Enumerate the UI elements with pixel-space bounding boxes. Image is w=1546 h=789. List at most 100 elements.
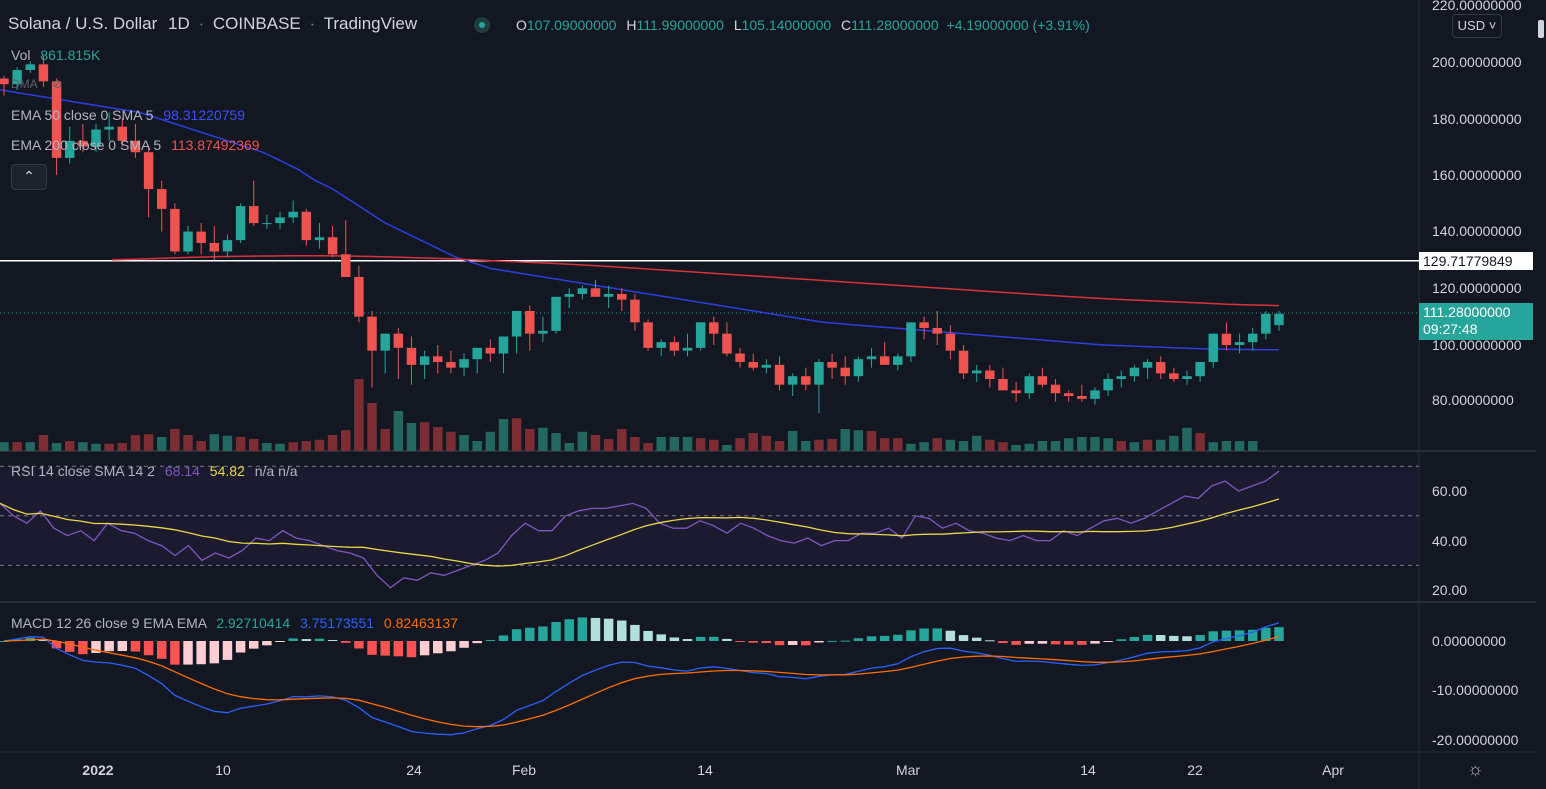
macd-histogram-bar xyxy=(998,641,1008,644)
macd-histogram-bar xyxy=(932,628,942,641)
volume-bar xyxy=(12,442,22,451)
macd-histogram-bar xyxy=(879,635,890,641)
macd-histogram-bar xyxy=(971,637,982,641)
ema50-legend[interactable]: EMA 50 close 0 SMA 5 98.31220759 xyxy=(11,107,246,123)
volume-bar xyxy=(906,443,916,451)
candle-body xyxy=(682,347,693,351)
macd-histogram-bar xyxy=(170,641,180,665)
volume-value: 861.815K xyxy=(40,47,101,63)
interval-label[interactable]: 1D xyxy=(168,14,190,33)
last-price-tag: 111.28000000 09:27:48 xyxy=(1419,303,1533,340)
macd-label-neg10: -10.00000000 xyxy=(1432,682,1519,698)
volume-legend[interactable]: Vol 861.815K xyxy=(11,47,101,63)
candle-body xyxy=(341,254,351,277)
vertical-scroll-handle[interactable] xyxy=(1538,20,1544,38)
macd-histogram-bar xyxy=(735,641,745,642)
candle-body xyxy=(971,370,982,374)
volume-bar xyxy=(761,435,772,451)
macd-histogram-bar xyxy=(183,641,193,665)
volume-bar xyxy=(538,427,548,451)
volume-bar xyxy=(209,434,220,451)
candle-body xyxy=(945,333,956,351)
volume-bar xyxy=(525,429,535,451)
candle-body xyxy=(183,231,193,252)
dma-legend[interactable]: DMA ⊘ xyxy=(11,77,63,91)
macd-histogram-bar xyxy=(104,641,114,652)
candle-body xyxy=(801,376,811,385)
macd-histogram-bar xyxy=(1116,639,1126,641)
candle-body xyxy=(170,208,180,252)
macd-histogram-bar xyxy=(985,640,995,642)
volume-bar xyxy=(827,439,837,451)
ema200-value: 113.87492369 xyxy=(171,137,260,153)
volume-bar xyxy=(183,435,193,451)
volume-bar xyxy=(341,430,351,451)
macd-histogram-bar xyxy=(1129,636,1140,641)
candle-body xyxy=(919,322,929,328)
candle-body xyxy=(630,299,640,323)
last-price: 111.28000000 xyxy=(1423,304,1511,320)
macd-histogram-bar xyxy=(314,638,325,641)
volume-bar xyxy=(893,438,903,451)
time-label-apr: Apr xyxy=(1322,762,1344,778)
volume-bar xyxy=(1103,438,1113,451)
candle-body xyxy=(748,362,758,368)
candle-body xyxy=(1142,362,1153,368)
macd-histogram-bar xyxy=(196,641,206,665)
candle-body xyxy=(958,350,969,374)
volume-bar xyxy=(459,435,469,451)
candle-body xyxy=(91,129,101,147)
volume-bar xyxy=(25,442,36,451)
macd-histogram-bar xyxy=(577,617,588,641)
candle-body xyxy=(1208,333,1219,363)
macd-histogram-bar xyxy=(1063,641,1074,645)
candle-body xyxy=(235,206,246,241)
price-label-200: 200.00000000 xyxy=(1432,54,1522,70)
ema50-line xyxy=(0,89,1279,351)
volume-bar xyxy=(853,430,864,451)
candle-body xyxy=(288,211,298,218)
macd-legend[interactable]: MACD 12 26 close 9 EMA EMA 2.92710414 3.… xyxy=(11,615,458,631)
macd-histogram-bar xyxy=(249,641,259,649)
collapse-legend-button[interactable]: ⌃ xyxy=(11,164,47,190)
volume-bar xyxy=(1142,439,1153,451)
volume-bar xyxy=(419,422,430,451)
macd-histogram-bar xyxy=(709,636,719,641)
candle-body xyxy=(564,293,574,297)
rsi-legend[interactable]: RSI 14 close SMA 14 2 68.14 54.82 n/a n/… xyxy=(11,463,298,479)
macd-histogram-bar xyxy=(341,641,351,643)
volume-bar xyxy=(1155,439,1166,451)
price-label-100: 100.00000000 xyxy=(1432,337,1522,353)
macd-histogram-bar xyxy=(117,641,128,651)
volume-bar xyxy=(104,443,114,451)
macd-histogram-bar xyxy=(919,628,929,641)
candle-body xyxy=(433,356,443,363)
candle-body xyxy=(932,327,942,334)
candle-body xyxy=(419,356,430,365)
macd-histogram-bar xyxy=(327,639,338,641)
candle-body xyxy=(459,359,469,368)
macd-histogram-bar xyxy=(91,641,101,653)
macd-histogram-bar xyxy=(1195,635,1205,641)
currency-selector[interactable]: USD ˅ xyxy=(1452,14,1502,38)
candle-body xyxy=(735,353,745,363)
macd-histogram-bar xyxy=(603,618,614,641)
settings-gear-icon[interactable]: ☼ xyxy=(1467,759,1484,779)
volume-bar xyxy=(958,441,969,451)
macd-histogram-bar xyxy=(1037,641,1048,644)
macd-histogram-bar xyxy=(288,638,298,641)
volume-bar xyxy=(590,435,601,451)
time-label-mar14: 14 xyxy=(1080,762,1096,778)
horizontal-line-price-tag[interactable]: 129.71779849 xyxy=(1419,252,1533,270)
candle-body xyxy=(472,347,482,360)
macd-histogram-bar xyxy=(656,634,666,641)
ema200-legend[interactable]: EMA 200 close 0 SMA 5 113.87492369 xyxy=(11,137,260,153)
macd-histogram-bar xyxy=(130,641,141,652)
candle-body xyxy=(249,206,259,224)
candle-body xyxy=(866,356,877,360)
volume-bar xyxy=(695,438,706,451)
volume-bar xyxy=(801,441,811,451)
volume-bar xyxy=(1116,441,1126,451)
hidden-eye-icon[interactable]: ⊘ xyxy=(52,77,63,91)
